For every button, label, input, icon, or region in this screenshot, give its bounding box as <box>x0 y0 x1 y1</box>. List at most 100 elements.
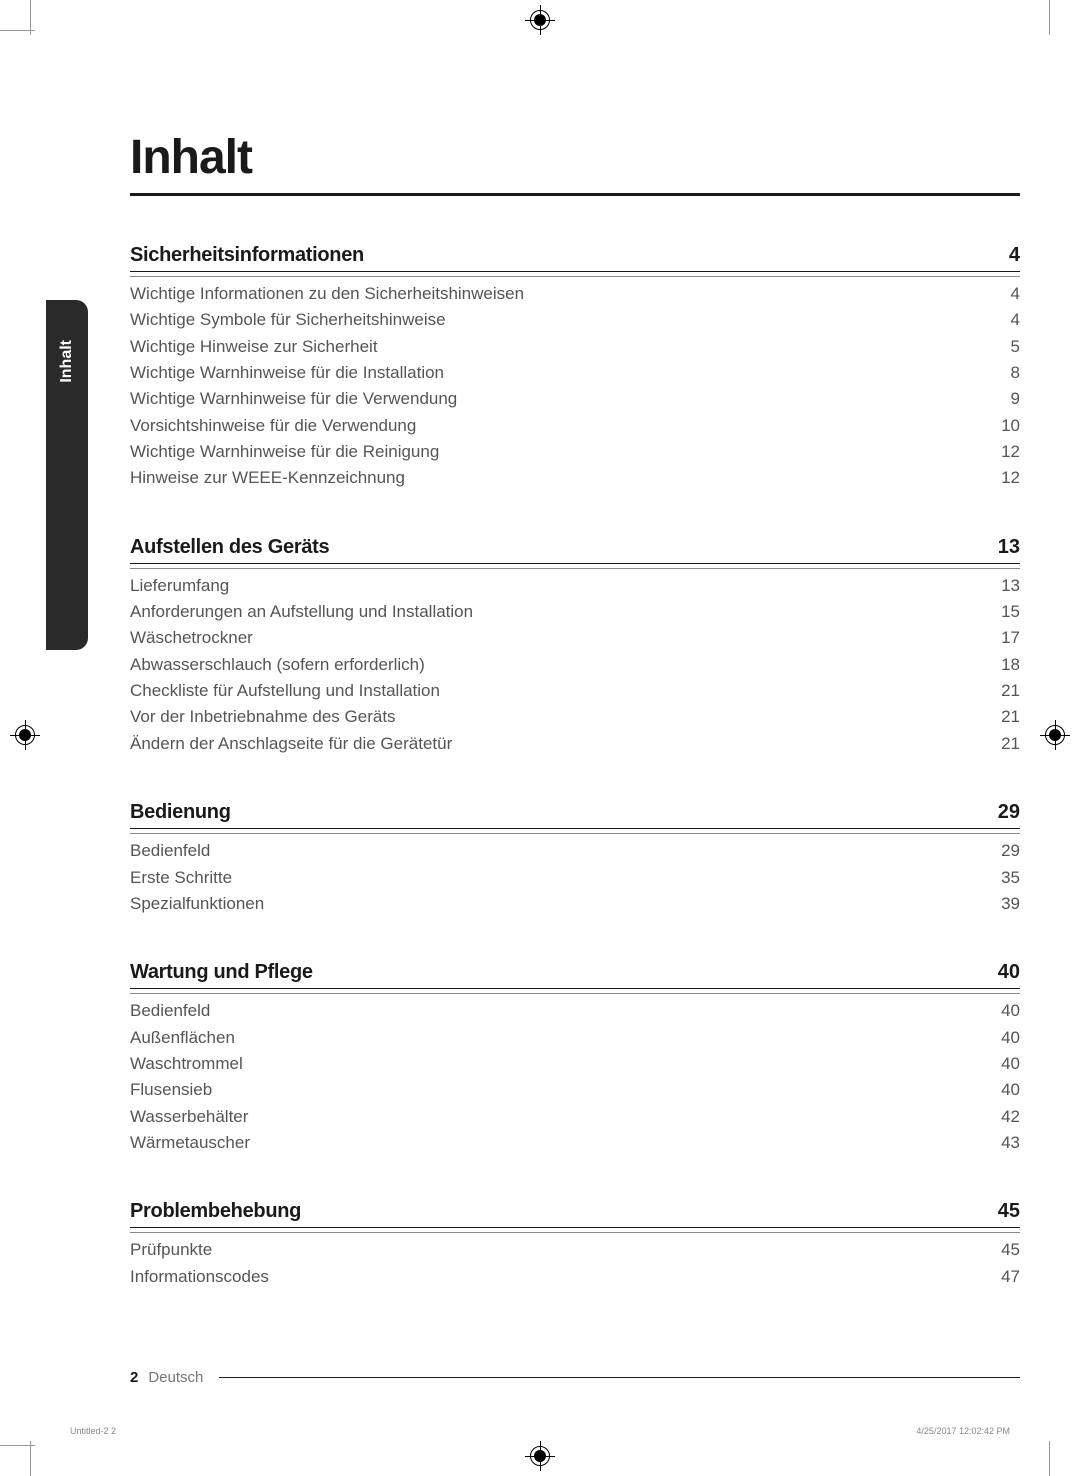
print-info-timestamp: 4/25/2017 12:02:42 PM <box>916 1426 1010 1436</box>
toc-item: Informationscodes 47 <box>130 1264 1020 1290</box>
toc-item: Wärmetauscher43 <box>130 1130 1020 1156</box>
toc-item: Hinweise zur WEEE-Kennzeichnung 12 <box>130 465 1020 491</box>
toc-section-page: 45 <box>998 1200 1020 1223</box>
toc-item: Prüfpunkte45 <box>130 1237 1020 1263</box>
crop-mark <box>30 1441 31 1476</box>
toc-section-header: Problembehebung 45 <box>130 1200 1020 1228</box>
toc-item-label: Wichtige Warnhinweise für die Verwendung <box>130 386 457 412</box>
toc-section-title: Aufstellen des Geräts <box>130 536 329 559</box>
toc-item-label: Lieferumfang <box>130 573 229 599</box>
toc-section: Wartung und Pflege40Bedienfeld40Außenflä… <box>130 961 1020 1156</box>
toc-section-header: Bedienung 29 <box>130 801 1020 829</box>
toc-item: Bedienfeld 40 <box>130 998 1020 1024</box>
toc-item-label: Hinweise zur WEEE-Kennzeichnung <box>130 465 405 491</box>
toc-section-underline <box>130 833 1020 834</box>
toc-item: Wichtige Symbole für Sicherheitshinweise… <box>130 307 1020 333</box>
toc-item: Abwasserschlauch (sofern erforderlich)18 <box>130 652 1020 678</box>
toc-item: Wichtige Warnhinweise für die Verwendung… <box>130 386 1020 412</box>
toc-item-page: 17 <box>1001 625 1020 651</box>
toc-item-page: 9 <box>1011 386 1020 412</box>
toc-item-page: 4 <box>1011 307 1020 333</box>
toc-section: Sicherheitsinformationen 4 Wichtige Inform… <box>130 244 1020 492</box>
registration-mark-icon <box>530 10 550 30</box>
side-tab: Inhalt <box>46 300 88 650</box>
registration-mark-icon <box>1045 725 1065 745</box>
print-info-filename: Untitled-2 2 <box>70 1426 116 1436</box>
toc-item-page: 10 <box>1001 413 1020 439</box>
toc-sections: Sicherheitsinformationen 4 Wichtige Inform… <box>130 244 1020 1290</box>
toc-item-page: 47 <box>1001 1264 1020 1290</box>
toc-item-label: Erste Schritte <box>130 865 232 891</box>
toc-item-page: 5 <box>1011 334 1020 360</box>
toc-item-label: Wichtige Warnhinweise für die Reinigung <box>130 439 439 465</box>
registration-mark-icon <box>15 725 35 745</box>
toc-section-underline <box>130 1232 1020 1233</box>
toc-item: Anforderungen an Aufstellung und Install… <box>130 599 1020 625</box>
toc-item-label: Anforderungen an Aufstellung und Install… <box>130 599 473 625</box>
toc-section: Problembehebung45Prüfpunkte45Information… <box>130 1200 1020 1290</box>
toc-item-page: 45 <box>1001 1237 1020 1263</box>
toc-section-title: Bedienung <box>130 801 231 824</box>
toc-item-page: 12 <box>1001 465 1020 491</box>
toc-item-label: Vor der Inbetriebnahme des Geräts <box>130 704 396 730</box>
toc-item-page: 29 <box>1001 838 1020 864</box>
toc-section-title: Problembehebung <box>130 1200 301 1223</box>
crop-mark <box>0 1445 35 1446</box>
toc-item-page: 39 <box>1001 891 1020 917</box>
toc-section-header: Aufstellen des Geräts 13 <box>130 536 1020 564</box>
toc-item-page: 8 <box>1011 360 1020 386</box>
toc-item-label: Vorsichtshinweise für die Verwendung <box>130 413 416 439</box>
toc-section-page: 29 <box>998 801 1020 824</box>
toc-section-underline <box>130 993 1020 994</box>
toc-item-label: Wäschetrockner <box>130 625 253 651</box>
toc-item: Außenflächen40 <box>130 1025 1020 1051</box>
toc-item: Checkliste für Aufstellung und Installat… <box>130 678 1020 704</box>
toc-item-label: Wichtige Hinweise zur Sicherheit <box>130 334 378 360</box>
toc-section-page: 40 <box>998 961 1020 984</box>
toc-item-label: Bedienfeld <box>130 998 210 1024</box>
footer-page-number: 2 <box>130 1369 138 1386</box>
toc-item: Wasserbehälter42 <box>130 1104 1020 1130</box>
toc-item-page: 12 <box>1001 439 1020 465</box>
toc-item: Waschtrommel40 <box>130 1051 1020 1077</box>
toc-item-page: 21 <box>1001 678 1020 704</box>
toc-item-label: Wichtige Warnhinweise für die Installati… <box>130 360 444 386</box>
toc-item: Bedienfeld29 <box>130 838 1020 864</box>
toc-item-label: Informationscodes <box>130 1264 269 1290</box>
toc-item-label: Wichtige Symbole für Sicherheitshinweise <box>130 307 446 333</box>
toc-item-label: Ändern der Anschlagseite für die Gerätet… <box>130 731 452 757</box>
toc-item-label: Außenflächen <box>130 1025 235 1051</box>
toc-section-underline <box>130 276 1020 277</box>
toc-item-page: 40 <box>1001 998 1020 1024</box>
footer-line <box>219 1377 1020 1378</box>
crop-mark <box>0 30 35 31</box>
toc-item-page: 13 <box>1001 573 1020 599</box>
toc-section-page: 13 <box>998 536 1020 559</box>
toc-item-page: 15 <box>1001 599 1020 625</box>
side-tab-label: Inhalt <box>58 340 76 383</box>
toc-item: Erste Schritte 35 <box>130 865 1020 891</box>
toc-section-page: 4 <box>1009 244 1020 267</box>
toc-item-page: 21 <box>1001 704 1020 730</box>
toc-item: Wäschetrockner 17 <box>130 625 1020 651</box>
toc-item: Spezialfunktionen 39 <box>130 891 1020 917</box>
toc-item: Vorsichtshinweise für die Verwendung 10 <box>130 413 1020 439</box>
toc-section-title: Sicherheitsinformationen <box>130 244 364 267</box>
toc-section-header: Sicherheitsinformationen 4 <box>130 244 1020 272</box>
toc-item-page: 4 <box>1011 281 1020 307</box>
page-footer: 2 Deutsch <box>130 1369 1020 1386</box>
toc-item: Wichtige Warnhinweise für die Installati… <box>130 360 1020 386</box>
toc-item-label: Waschtrommel <box>130 1051 243 1077</box>
toc-item: Ändern der Anschlagseite für die Gerätet… <box>130 731 1020 757</box>
crop-mark <box>1049 0 1050 35</box>
crop-mark <box>1049 1441 1050 1476</box>
toc-item-label: Wichtige Informationen zu den Sicherheit… <box>130 281 524 307</box>
toc-item-page: 35 <box>1001 865 1020 891</box>
toc-item: Vor der Inbetriebnahme des Geräts 21 <box>130 704 1020 730</box>
toc-item-page: 40 <box>1001 1077 1020 1103</box>
toc-section: Aufstellen des Geräts 13 Lieferumfang 13 Anf… <box>130 536 1020 757</box>
page-content: Inhalt Sicherheitsinformationen4Wichtige… <box>130 130 1020 1386</box>
toc-section-header: Wartung und Pflege40 <box>130 961 1020 989</box>
toc-item-page: 43 <box>1001 1130 1020 1156</box>
toc-item-label: Spezialfunktionen <box>130 891 264 917</box>
